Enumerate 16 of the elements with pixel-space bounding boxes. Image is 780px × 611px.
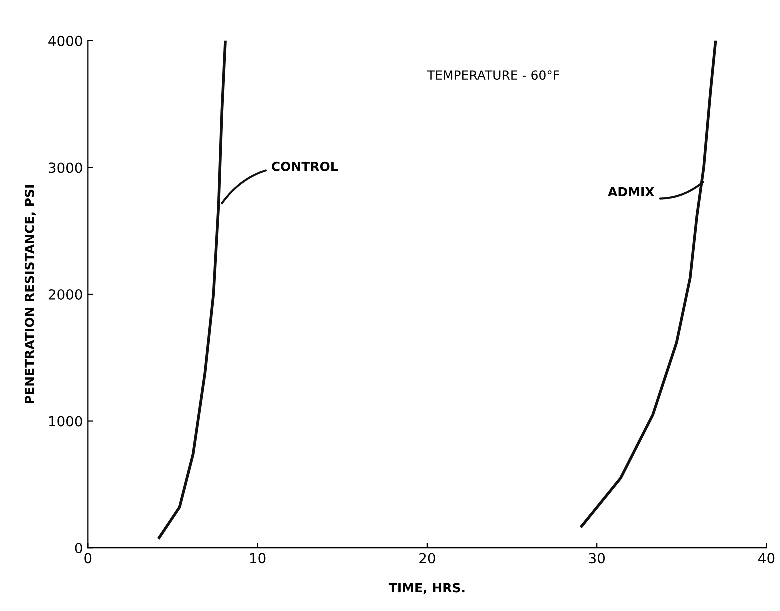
- x-tick-label: 30: [589, 553, 606, 564]
- y-tick-label: 2000: [48, 289, 82, 300]
- annotation: ADMIX: [608, 187, 655, 197]
- x-tick-label: 40: [758, 553, 775, 564]
- x-axis-title: TIME, HRS.: [388, 583, 465, 594]
- x-tick-label: 10: [250, 553, 266, 564]
- x-tick-label: 0: [84, 553, 92, 564]
- annotation: CONTROL: [272, 162, 338, 172]
- y-tick-label: 4000: [48, 36, 82, 46]
- line-series: [580, 40, 718, 528]
- y-axis-title: PENETRATION RESISTANCE, PSI: [24, 185, 36, 404]
- annotation: TEMPERATURE - 60°F: [427, 70, 560, 80]
- y-tick-label: 0: [75, 543, 82, 554]
- x-tick-label: 20: [420, 553, 436, 564]
- y-tick-label: 3000: [48, 162, 82, 174]
- y-tick-label: 1000: [49, 416, 82, 427]
